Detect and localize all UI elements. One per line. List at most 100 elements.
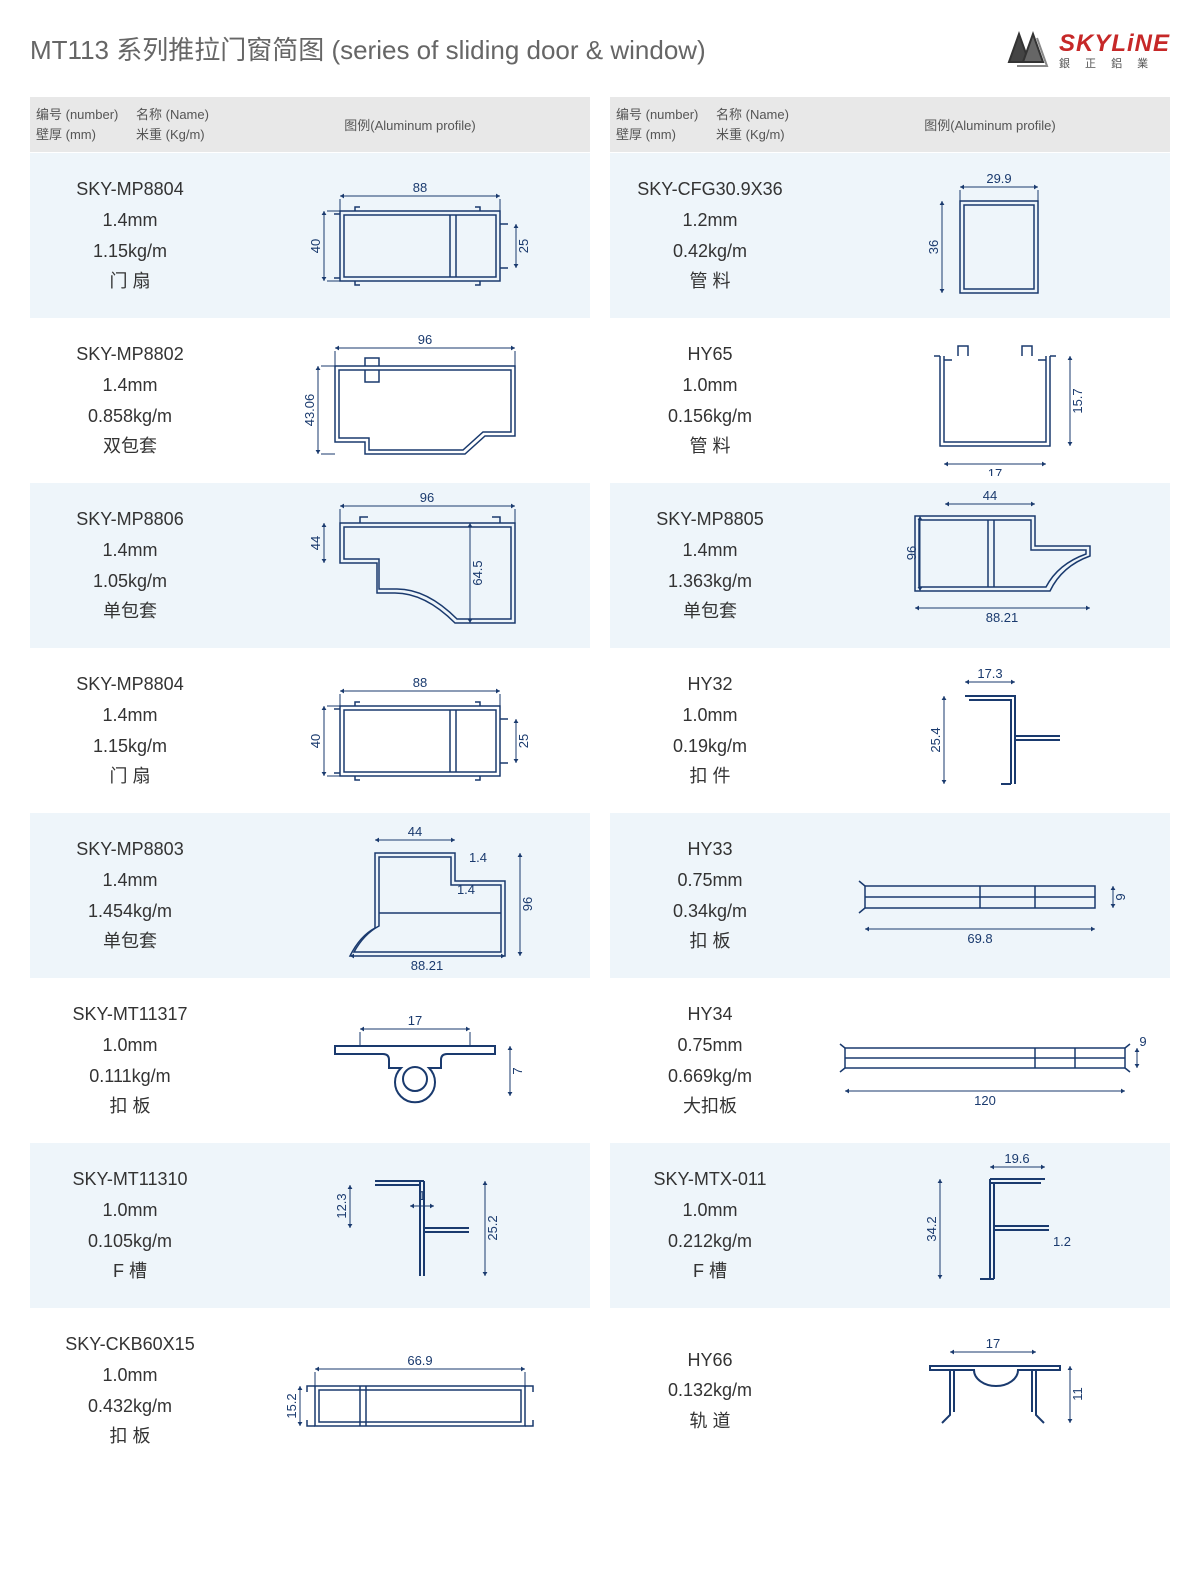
svg-text:17: 17 bbox=[986, 1336, 1000, 1351]
spec-number: SKY-MTX-011 bbox=[653, 1164, 766, 1195]
svg-text:40: 40 bbox=[308, 733, 323, 747]
table-row: SKY-MT113101.0mm0.105kg/mF 槽 12.3 25.2 1 bbox=[30, 1143, 590, 1308]
svg-text:17.3: 17.3 bbox=[977, 666, 1002, 681]
spec-number: HY33 bbox=[687, 834, 732, 865]
spec-name: 单包套 bbox=[103, 596, 157, 627]
spec-number: SKY-MP8805 bbox=[656, 504, 763, 535]
svg-text:120: 120 bbox=[974, 1093, 996, 1108]
spec-weight: 0.34kg/m bbox=[673, 896, 747, 927]
spec-name: 双包套 bbox=[103, 431, 157, 462]
svg-text:1.4: 1.4 bbox=[457, 882, 475, 897]
svg-text:96: 96 bbox=[520, 897, 535, 911]
spec-name: 扣 板 bbox=[109, 1091, 150, 1122]
svg-text:25.4: 25.4 bbox=[928, 727, 943, 752]
spec-name: 单包套 bbox=[683, 596, 737, 627]
spec-header: 编号 (number)名称 (Name) 壁厚 (mm)米重 (Kg/m) bbox=[30, 97, 230, 152]
svg-text:44: 44 bbox=[308, 536, 323, 550]
spec-thickness: 1.0mm bbox=[102, 1195, 157, 1226]
spec-thickness: 1.4mm bbox=[682, 535, 737, 566]
spec-weight: 1.05kg/m bbox=[93, 566, 167, 597]
spec-name: 门 扇 bbox=[109, 266, 150, 297]
spec-number: HY34 bbox=[687, 999, 732, 1030]
svg-text:44: 44 bbox=[408, 824, 422, 839]
svg-text:44: 44 bbox=[983, 488, 997, 503]
svg-text:40: 40 bbox=[308, 238, 323, 252]
svg-text:88: 88 bbox=[413, 675, 427, 690]
header-row: MT113 系列推拉门窗简图 (series of sliding door &… bbox=[30, 30, 1170, 72]
spec-thickness: 1.0mm bbox=[682, 700, 737, 731]
table-row: SKY-MP88031.4mm1.454kg/m单包套 44 88.21 96 … bbox=[30, 813, 590, 978]
logo-mark-icon bbox=[1005, 30, 1051, 72]
spec-header: 编号 (number)名称 (Name) 壁厚 (mm)米重 (Kg/m) bbox=[610, 97, 810, 152]
spec-number: SKY-MT11310 bbox=[72, 1164, 187, 1195]
spec-thickness: 0.75mm bbox=[677, 865, 742, 896]
spec-thickness: 1.2mm bbox=[682, 205, 737, 236]
spec-weight: 1.454kg/m bbox=[88, 896, 172, 927]
hdr-name: 名称 (Name) bbox=[136, 105, 209, 125]
spec-cell: SKY-MT113171.0mm0.111kg/m扣 板 bbox=[30, 978, 230, 1143]
left-column: 编号 (number)名称 (Name) 壁厚 (mm)米重 (Kg/m) 图例… bbox=[30, 97, 590, 1473]
svg-text:9: 9 bbox=[1139, 1034, 1146, 1049]
spec-cell: SKY-MTX-0111.0mm0.212kg/mF 槽 bbox=[610, 1143, 810, 1308]
spec-weight: 1.15kg/m bbox=[93, 731, 167, 762]
spec-cell: SKY-MP88051.4mm1.363kg/m单包套 bbox=[610, 483, 810, 648]
table-row: SKY-MP88021.4mm0.858kg/m双包套 96 43.06 bbox=[30, 318, 590, 483]
spec-weight: 0.42kg/m bbox=[673, 236, 747, 267]
spec-cell: HY651.0mm0.156kg/m管 料 bbox=[610, 318, 810, 483]
profile-cell: 19.6 34.2 1.2 bbox=[810, 1143, 1170, 1308]
spec-weight: 0.212kg/m bbox=[668, 1226, 752, 1257]
svg-text:12.3: 12.3 bbox=[334, 1193, 349, 1218]
profile-cell: 96 43.06 bbox=[230, 318, 590, 483]
profile-cell: 29.9 36 bbox=[810, 153, 1170, 318]
spec-thickness: 1.0mm bbox=[102, 1030, 157, 1061]
spec-cell: HY321.0mm0.19kg/m扣 件 bbox=[610, 648, 810, 813]
spec-thickness: 1.4mm bbox=[102, 535, 157, 566]
spec-cell: SKY-MP88041.4mm1.15kg/m门 扇 bbox=[30, 648, 230, 813]
svg-text:69.8: 69.8 bbox=[967, 931, 992, 946]
table-row: HY651.0mm0.156kg/m管 料 17 15.7 bbox=[610, 318, 1170, 483]
spec-cell: SKY-MP88031.4mm1.454kg/m单包套 bbox=[30, 813, 230, 978]
logo-main: SKYLiNE bbox=[1059, 32, 1170, 56]
spec-weight: 0.156kg/m bbox=[668, 401, 752, 432]
spec-name: 管 料 bbox=[689, 266, 730, 297]
svg-text:15.2: 15.2 bbox=[284, 1393, 299, 1418]
hdr-thickness: 壁厚 (mm) bbox=[616, 125, 716, 145]
right-column: 编号 (number)名称 (Name) 壁厚 (mm)米重 (Kg/m) 图例… bbox=[610, 97, 1170, 1473]
spec-number: SKY-CFG30.9X36 bbox=[637, 174, 782, 205]
spec-name: 扣 件 bbox=[689, 761, 730, 792]
hdr-number: 编号 (number) bbox=[616, 105, 716, 125]
table-row: HY340.75mm0.669kg/m大扣板 120 9 bbox=[610, 978, 1170, 1143]
svg-text:1: 1 bbox=[418, 1188, 425, 1203]
svg-text:25: 25 bbox=[516, 238, 531, 252]
spec-name: 单包套 bbox=[103, 926, 157, 957]
right-rows: SKY-CFG30.9X361.2mm0.42kg/m管 料 29.9 36 H… bbox=[610, 153, 1170, 1473]
table-row: SKY-MT113171.0mm0.111kg/m扣 板 17 7 bbox=[30, 978, 590, 1143]
svg-text:1.4: 1.4 bbox=[469, 850, 487, 865]
svg-text:17: 17 bbox=[988, 466, 1002, 476]
hdr-number: 编号 (number) bbox=[36, 105, 136, 125]
svg-text:64.5: 64.5 bbox=[470, 560, 485, 585]
column-header: 编号 (number)名称 (Name) 壁厚 (mm)米重 (Kg/m) 图例… bbox=[30, 97, 590, 153]
spec-cell: SKY-MP88061.4mm1.05kg/m单包套 bbox=[30, 483, 230, 648]
spec-number: SKY-MP8804 bbox=[76, 669, 183, 700]
svg-text:96: 96 bbox=[904, 546, 919, 560]
profile-cell: 12.3 25.2 1 bbox=[230, 1143, 590, 1308]
svg-text:43.06: 43.06 bbox=[302, 393, 317, 426]
spec-cell: SKY-CKB60X151.0mm0.432kg/m扣 板 bbox=[30, 1308, 230, 1473]
hdr-profile: 图例(Aluminum profile) bbox=[230, 97, 590, 152]
spec-number: SKY-MP8803 bbox=[76, 834, 183, 865]
profile-cell: 44 88.21 96 1.41.4 bbox=[230, 813, 590, 978]
svg-text:96: 96 bbox=[420, 490, 434, 505]
spec-thickness: 0.75mm bbox=[677, 1030, 742, 1061]
spec-weight: 0.19kg/m bbox=[673, 731, 747, 762]
spec-weight: 0.858kg/m bbox=[88, 401, 172, 432]
spec-name: 大扣板 bbox=[683, 1091, 737, 1122]
spec-number: SKY-MP8802 bbox=[76, 339, 183, 370]
spec-number: HY66 bbox=[687, 1345, 732, 1376]
hdr-weight: 米重 (Kg/m) bbox=[716, 125, 785, 145]
spec-thickness: 1.4mm bbox=[102, 205, 157, 236]
table-row: HY330.75mm0.34kg/m扣 板 69.8 9 bbox=[610, 813, 1170, 978]
left-rows: SKY-MP88041.4mm1.15kg/m门 扇 88 40 25 SKY-… bbox=[30, 153, 590, 1473]
profile-cell: 88 40 25 bbox=[230, 648, 590, 813]
page-title: MT113 系列推拉门窗简图 (series of sliding door &… bbox=[30, 30, 706, 67]
